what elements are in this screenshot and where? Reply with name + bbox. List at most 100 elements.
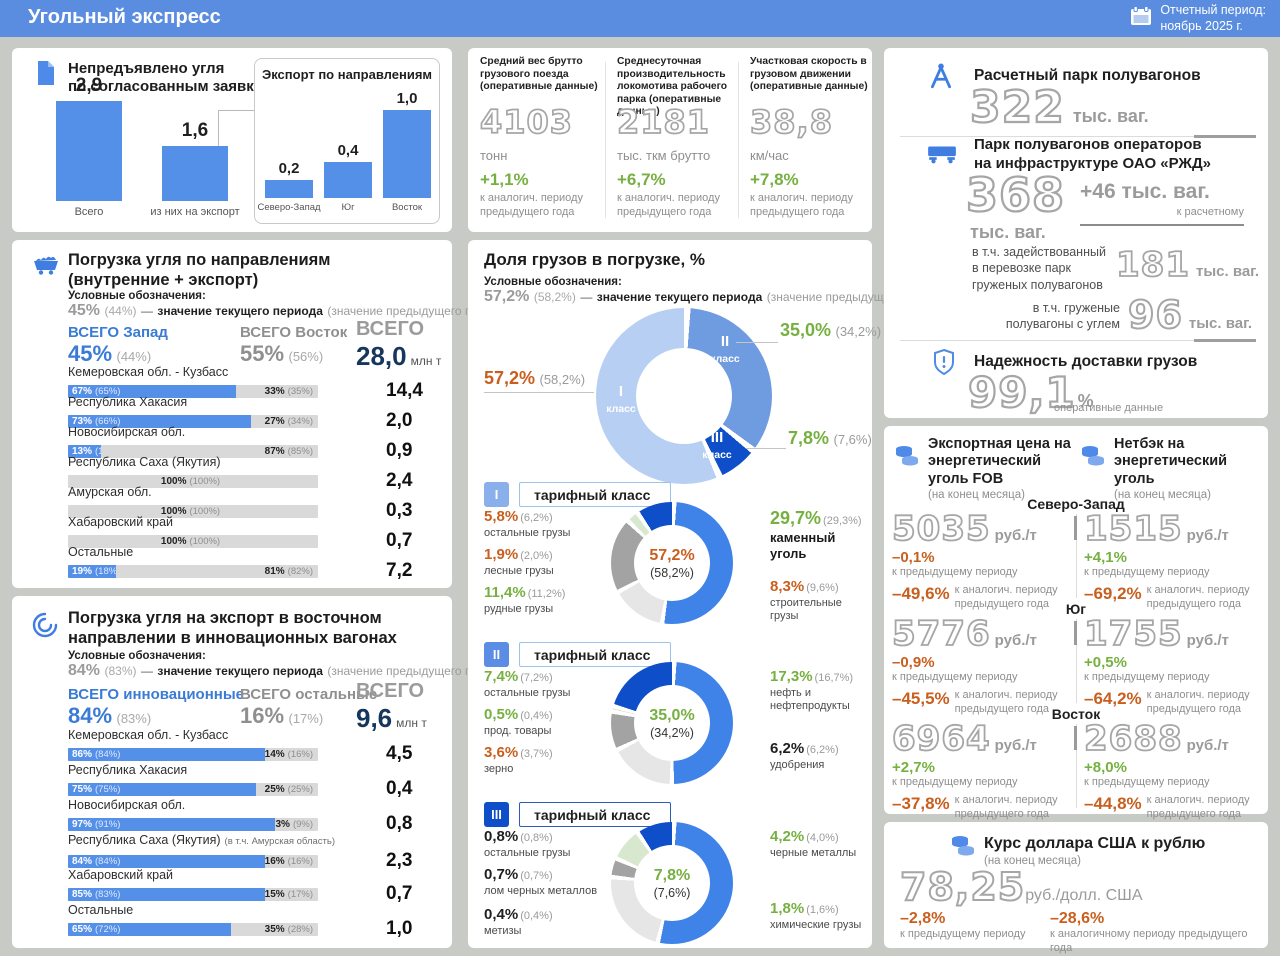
reliability-value: 99,1% xyxy=(967,368,1094,417)
divider xyxy=(738,62,739,218)
operators-fleet-unit: тыс. ваг. xyxy=(970,222,1046,242)
split-bar: 65% (72%) 35% (28%) xyxy=(68,922,318,936)
usd-title: Курс доллара США к рублю xyxy=(984,835,1206,852)
region-row: Республика Саха (Якутия) 100% (100%) 2,4 xyxy=(68,455,436,491)
cargo-label: 8,3% (9,6%) строительные грузы xyxy=(770,578,842,623)
panel-innovative-wagons: Погрузка угля на экспорт в восточном нап… xyxy=(12,596,516,948)
usd-delta-year: –28,6% к аналогичному периоду предыдущег… xyxy=(1050,910,1248,954)
class1-donut: 57,2% (58,2%) xyxy=(611,502,733,624)
operators-fleet-value: 368 xyxy=(965,168,1066,222)
divider xyxy=(900,135,1256,138)
price-cell-fob: 6964 руб./т +2,7% к предыдущему периоду –… xyxy=(891,719,1058,820)
split-bar: 97% (91%) 3% (9%) xyxy=(68,817,318,831)
stat-delta: +1,1% xyxy=(480,170,529,189)
cargo-label: 0,7% (0,7%) лом черных металлов xyxy=(484,866,598,897)
report-period: Отчетный период: ноябрь 2025 г. xyxy=(1130,3,1266,34)
box-title: Экспорт по направлениям xyxy=(261,67,433,82)
stat-unit: тыс. ткм брутто xyxy=(617,148,711,163)
coal-wagon-icon xyxy=(32,254,60,281)
shield-icon xyxy=(932,348,956,381)
coins-icon xyxy=(1080,444,1106,473)
bar-northwest: 0,2 Северо-Запад xyxy=(257,160,321,213)
region-name: Восток xyxy=(1051,706,1101,722)
panel-loading-by-directions: Погрузка угля по направлениям (внутренни… xyxy=(12,240,516,588)
bar xyxy=(162,146,228,201)
row-total: 2,0 xyxy=(386,410,413,431)
usd-subtitle: (на конец месяца) xyxy=(984,855,1081,867)
label-class3-value: 7,8% (7,6%) xyxy=(788,428,872,448)
coins-icon xyxy=(950,834,976,863)
cargo-label: 1,9% (2,0%) лесные грузы xyxy=(484,546,554,577)
row-total: 2,4 xyxy=(386,470,413,491)
split-bar: 73% (66%) 27% (34%) xyxy=(68,414,318,428)
divider xyxy=(1076,724,1077,808)
region-row: Хабаровский край 85% (83%) 15% (17%) 0,7 xyxy=(68,868,436,904)
tariff-class-1-section: I тарифный класс 57,2% (58,2%) 5,8% (6,2%… xyxy=(484,482,862,628)
row-total: 0,7 xyxy=(386,883,413,904)
row-total: 0,3 xyxy=(386,500,413,521)
stat-loco-productivity: Среднесуточная производительность локомо… xyxy=(616,56,728,218)
row-total: 1,0 xyxy=(386,918,413,939)
class-badge: II xyxy=(484,642,509,667)
divider-tick xyxy=(1074,621,1077,645)
row-total: 14,4 xyxy=(386,380,423,401)
split-bar: 67% (65%) 33% (35%) xyxy=(68,384,318,398)
tariff-class-3-section: III тарифный класс 7,8% (7,6%) 0,8% (0,8%… xyxy=(484,802,861,948)
bar xyxy=(383,110,431,198)
split-bar: 85% (83%) 15% (17%) xyxy=(68,887,318,901)
class-badge: I xyxy=(484,482,509,507)
flat-wagon-icon xyxy=(926,144,958,169)
region-row: Хабаровский край 100% (100%) 0,7 xyxy=(68,515,436,551)
cargo-label: 0,4% (0,4%) метизы xyxy=(484,906,553,937)
panel-operational-stats: Средний вес брутто грузового поезда (опе… xyxy=(468,48,872,232)
region-row: Новосибирская обл. 97% (91%) 3% (9%) 0,8 xyxy=(68,798,436,834)
cargo-label: 17,3% (16,7%) нефть и нефтепродукты xyxy=(770,668,854,713)
region-row: Амурская обл. 100% (100%) 0,3 xyxy=(68,485,436,521)
region-row: Республика Хакасия 73% (66%) 27% (34%) 2,0 xyxy=(68,395,436,431)
reliability-caption: оперативные данные xyxy=(1054,402,1164,414)
calendar-icon xyxy=(1130,6,1152,31)
panel-cargo-share: Доля грузов в погрузке, % Условные обозн… xyxy=(468,240,955,948)
region-rows: Кемеровская обл. - Кузбасс 86% (84%) 14%(… xyxy=(68,728,436,939)
fob-price-header: Экспортная цена на энергетический уголь … xyxy=(894,436,1072,501)
split-bar: 100% (100%) xyxy=(68,534,318,548)
compass-icon xyxy=(928,62,954,95)
connector-line xyxy=(218,110,254,160)
panel-usd-rate: Курс доллара США к рублю (на конец месяц… xyxy=(884,822,1268,954)
cargo-label: 7,4% (7,2%) остальные грузы xyxy=(484,668,571,699)
region-name: Юг xyxy=(1065,601,1087,617)
cargo-label: 6,2% (6,2%) удобрения xyxy=(770,740,839,771)
cargo-label: 11,4% (11,2%) рудные грузы xyxy=(484,584,566,615)
panel-title: Погрузка угля на экспорт в восточном нап… xyxy=(68,609,397,648)
divider-tick xyxy=(1074,516,1077,540)
bar xyxy=(265,180,313,198)
usd-value: 78,25руб./долл. США xyxy=(899,865,1143,909)
bar-east: 1,0 Восток xyxy=(383,90,431,213)
region-name: Северо-Запад xyxy=(1027,496,1125,512)
price-cell-netback: 2688 руб./т +8,0% к предыдущему периоду –… xyxy=(1083,719,1250,820)
legend-label: Условные обозначения: xyxy=(68,650,206,662)
row-total: 2,3 xyxy=(386,850,413,871)
panel-unclaimed-coal: Непредъявлено угля по согласованным заяв… xyxy=(12,48,452,232)
region-row: Республика Саха (Якутия) (в т.ч. Амурская… xyxy=(68,833,436,871)
price-cell-fob: 5776 руб./т –0,9% к предыдущему периоду –… xyxy=(891,614,1058,715)
split-bar: 13%(15%) 87%(85%) xyxy=(68,444,318,458)
price-cell-fob: 5035 руб./т –0,1% к предыдущему периоду –… xyxy=(891,509,1058,610)
usd-delta-period: –2,8% к предыдущему периоду xyxy=(900,910,1026,940)
split-bar: 100% (100%) xyxy=(68,504,318,518)
label-class2-value: 35,0% (34,2%) xyxy=(780,320,882,340)
cargo-label: 3,6% (3,7%) зерно xyxy=(484,744,553,775)
region-row: Кемеровская обл. - Кузбасс 86% (84%) 14%(… xyxy=(68,728,436,764)
region-row: Кемеровская обл. - Кузбасс 67% (65%) 33%(… xyxy=(68,365,436,401)
stat-value: 4103 xyxy=(479,103,574,141)
summary-other: ВСЕГО остальные 16% (17%) xyxy=(240,686,378,728)
bar-total: 2,9 Всего xyxy=(56,75,122,218)
loaded-fleet-value: 181 тыс. ваг. xyxy=(1115,245,1260,285)
coal-loaded-label: в т.ч. груженые полувагоны с углем xyxy=(1005,301,1120,332)
stat-value: 38,8 xyxy=(749,103,833,141)
summary-west: ВСЕГО Запад 45% (44%) xyxy=(68,324,168,366)
loaded-fleet-label: в т.ч. задействованный в перевозке парк … xyxy=(972,245,1106,292)
class-title: тарифный класс xyxy=(519,802,671,827)
